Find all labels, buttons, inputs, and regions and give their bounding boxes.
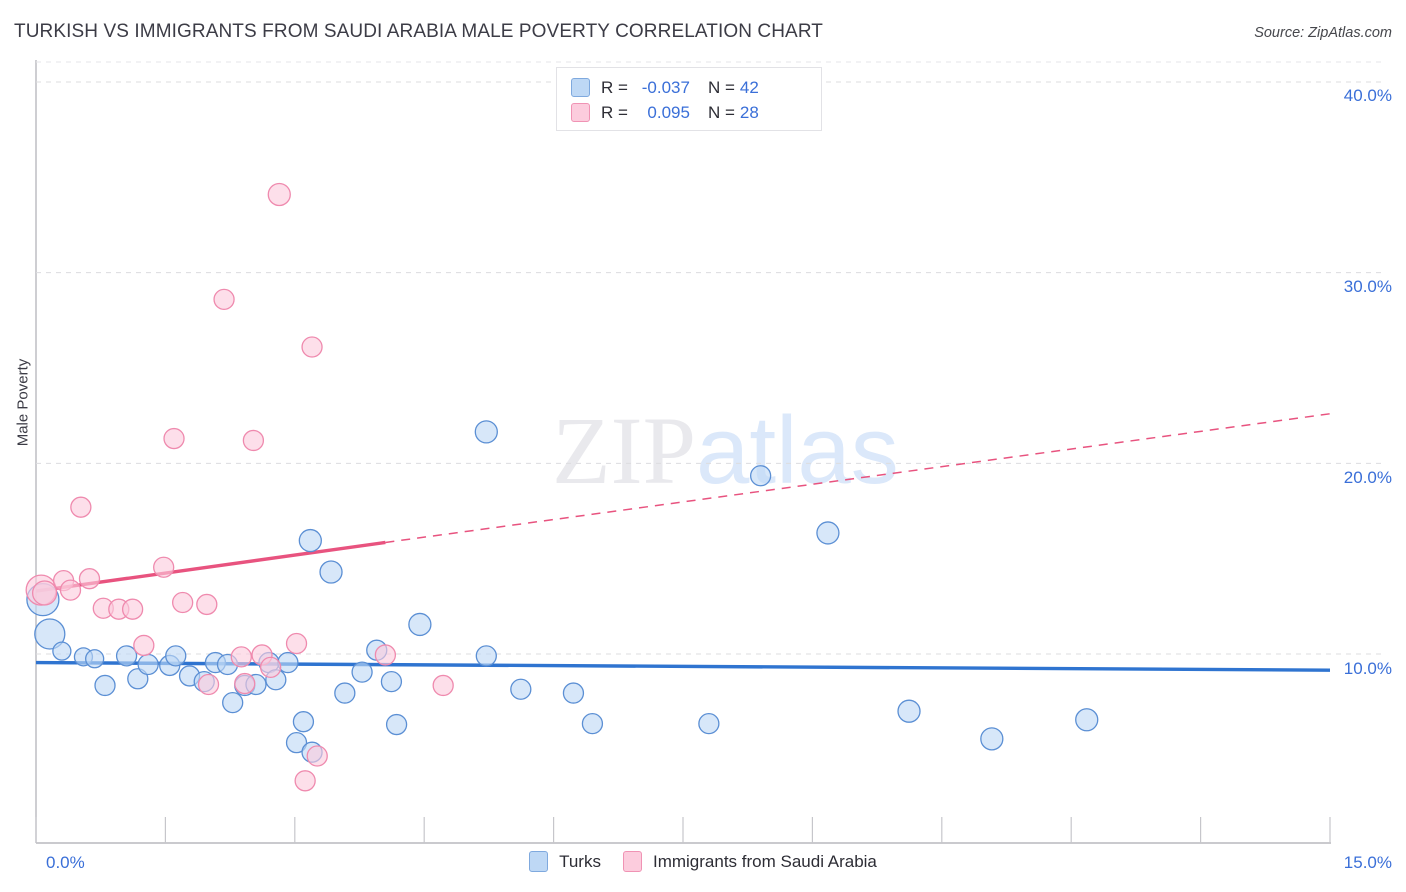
data-point — [432, 674, 454, 697]
stats-row-saudi: R = 0.095 N = 28 — [571, 100, 809, 125]
data-point — [380, 670, 403, 693]
data-point — [230, 646, 252, 668]
r-label-turks: R = — [601, 77, 628, 97]
data-point — [137, 653, 159, 676]
data-point — [121, 598, 144, 620]
data-point — [165, 645, 187, 667]
data-point — [285, 732, 308, 754]
data-point — [59, 579, 82, 601]
page-title: TURKISH VS IMMIGRANTS FROM SAUDI ARABIA … — [14, 21, 824, 42]
data-point — [897, 699, 921, 723]
y-tick-10: 10.0% — [1343, 659, 1392, 678]
data-point — [78, 568, 101, 590]
saudi-swatch-icon — [571, 103, 590, 122]
n-label-saudi: N = — [707, 102, 735, 122]
data-point — [222, 691, 244, 714]
data-point — [213, 288, 235, 311]
data-point — [1075, 708, 1099, 732]
legend-item-saudi[interactable]: Immigrants from Saudi Arabia — [622, 851, 877, 872]
data-point — [197, 673, 220, 696]
data-point — [334, 682, 356, 704]
data-point — [749, 465, 772, 487]
data-point — [294, 770, 316, 792]
series-immigrants-from-saudi-arabia — [25, 182, 454, 792]
data-point — [301, 336, 323, 358]
data-point — [196, 593, 218, 616]
series-legend: Turks Immigrants from Saudi Arabia — [0, 851, 1406, 872]
data-point — [31, 580, 58, 606]
data-point — [408, 612, 432, 637]
y-tick-30: 30.0% — [1343, 277, 1392, 296]
data-point — [581, 712, 604, 735]
data-point — [292, 711, 315, 733]
data-point — [85, 649, 105, 669]
data-point — [267, 182, 291, 207]
data-point — [153, 556, 175, 578]
r-value-turks: -0.037 — [641, 77, 690, 97]
data-point — [475, 645, 497, 667]
x-tick-max: 15.0% — [1343, 853, 1392, 872]
data-point — [163, 427, 185, 450]
data-point — [234, 672, 256, 695]
data-point — [115, 645, 138, 667]
series-turks — [26, 420, 1099, 763]
data-point — [306, 745, 328, 767]
stats-row-turks: R = -0.037 N = 42 — [571, 75, 809, 100]
data-point — [698, 712, 720, 735]
data-point — [34, 618, 66, 650]
data-point — [374, 644, 397, 666]
trendline-turks — [35, 660, 1331, 672]
data-point — [52, 641, 72, 661]
data-point — [562, 682, 585, 704]
data-point — [127, 668, 149, 690]
data-point — [980, 727, 1004, 751]
data-point — [351, 661, 373, 683]
r-label-saudi: R = — [601, 102, 628, 122]
legend-label-turks: Turks — [559, 851, 601, 871]
legend-item-turks[interactable]: Turks — [529, 851, 601, 872]
n-value-turks: 42 — [739, 77, 759, 97]
data-point — [319, 560, 343, 584]
data-point — [133, 634, 155, 657]
data-point — [285, 632, 308, 655]
data-point — [385, 713, 408, 736]
data-point — [259, 656, 282, 678]
turks-swatch-icon — [571, 78, 590, 97]
data-point — [172, 591, 194, 614]
data-point — [70, 496, 92, 518]
turks-legend-swatch-icon — [529, 851, 549, 872]
data-point — [298, 528, 322, 553]
correlation-stats-legend: R = -0.037 N = 42 R = 0.095 N = 28 — [556, 67, 822, 131]
y-tick-40: 40.0% — [1343, 86, 1392, 105]
data-point — [474, 420, 498, 444]
data-point — [510, 678, 532, 700]
y-tick-20: 20.0% — [1343, 468, 1392, 487]
trendline-saudi-dashed — [385, 413, 1331, 544]
legend-label-saudi: Immigrants from Saudi Arabia — [652, 851, 877, 871]
data-point — [242, 429, 265, 452]
r-value-saudi: 0.095 — [647, 102, 690, 122]
n-label-turks: N = — [707, 77, 735, 97]
n-value-saudi: 28 — [739, 102, 759, 122]
data-point — [816, 521, 840, 545]
source-attribution: Source: ZipAtlas.com — [1254, 25, 1392, 41]
x-tick-min: 0.0% — [46, 853, 85, 872]
data-point — [94, 674, 116, 697]
saudi-legend-swatch-icon — [622, 851, 642, 872]
